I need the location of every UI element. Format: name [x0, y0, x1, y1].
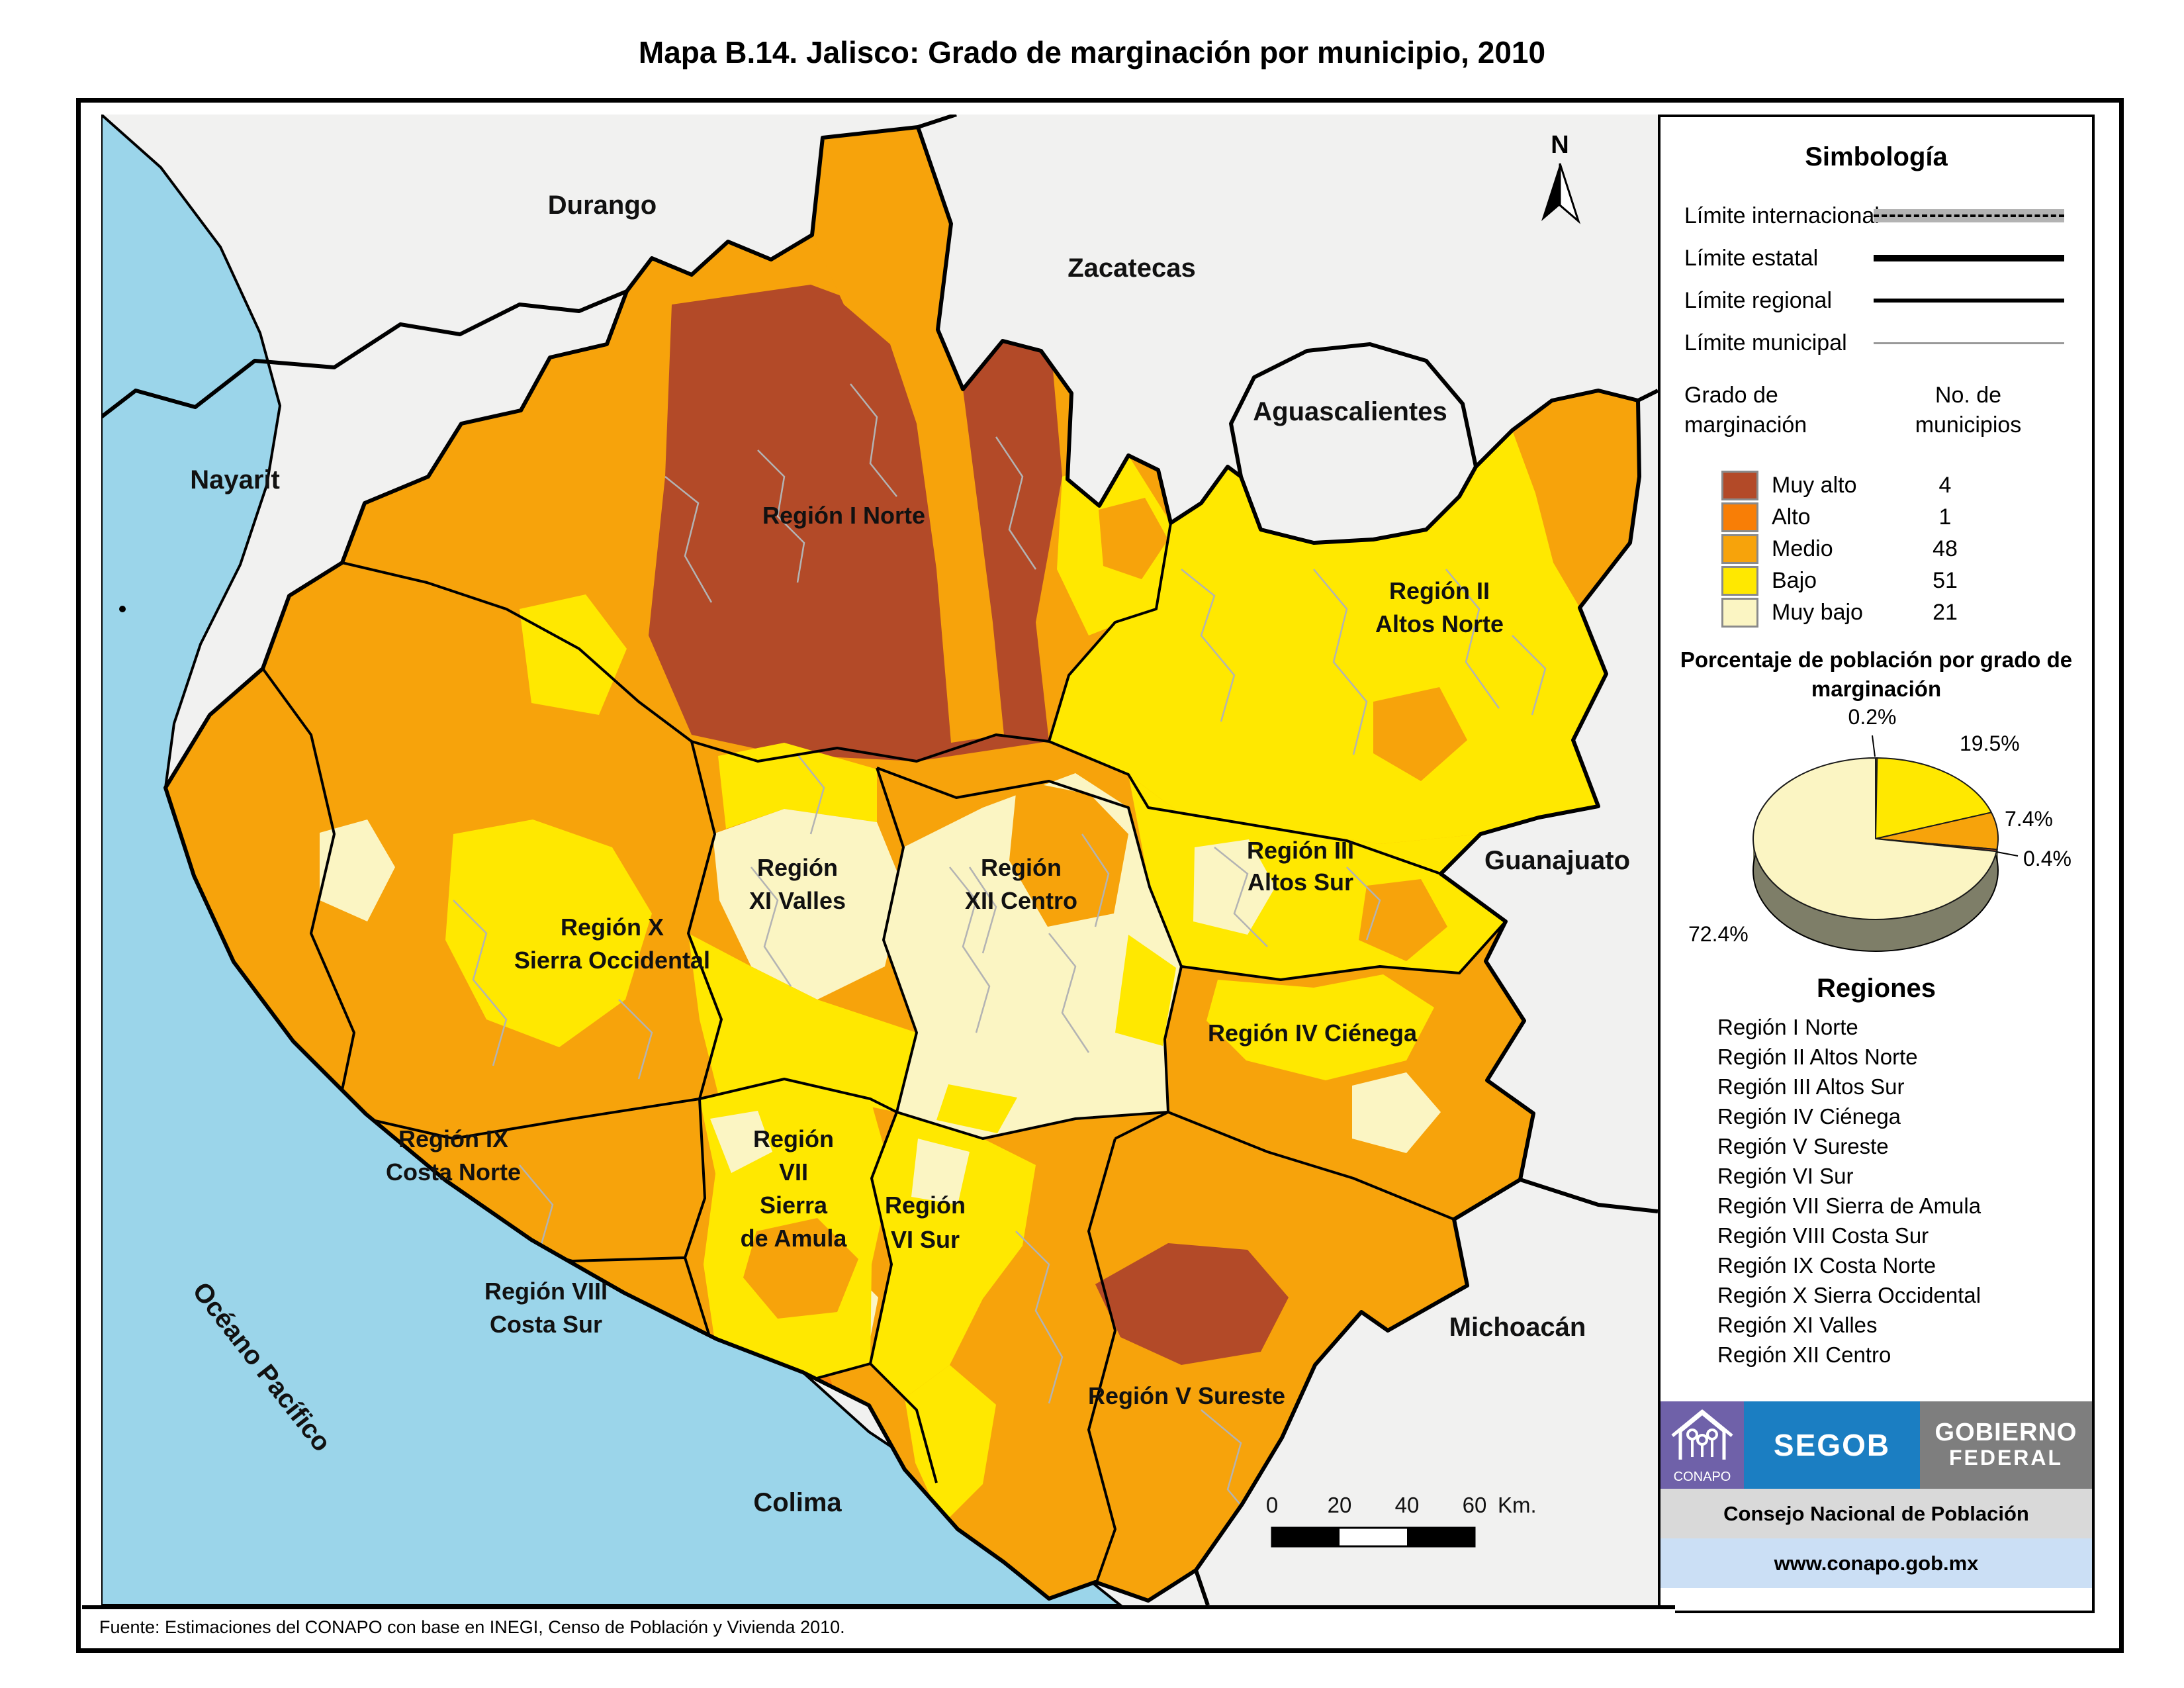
region-list-item: Región IX Costa Norte [1717, 1253, 1936, 1278]
region-label-iii-2: Altos Sur [1248, 868, 1353, 896]
region-label-xii-2: XII Centro [965, 887, 1077, 914]
degree-header: Grado de marginación [1684, 383, 1807, 438]
region-list-item: Región II Altos Norte [1717, 1045, 1918, 1069]
region-list-item: Región VIII Costa Sur [1717, 1223, 1929, 1248]
pie-slice-muy-bajo [1752, 757, 1997, 920]
region-list-item: Región IV Ciénega [1717, 1104, 1901, 1129]
muy-alto-swatch [1721, 471, 1758, 500]
svg-text:60: 60 [1463, 1493, 1487, 1517]
region-label-vii-3: Sierra [760, 1192, 828, 1219]
region-label-iv: Región IV Ciénega [1208, 1019, 1418, 1047]
count-header: No. de municipios [1915, 383, 2022, 438]
muy-bajo-swatch [1721, 598, 1758, 628]
source-note: Fuente: Estimaciones del CONAPO con base… [82, 1605, 1675, 1648]
state-label-durango: Durango [548, 191, 657, 220]
region-label-ii-2: Altos Norte [1375, 610, 1504, 637]
region-label-xi: Región [757, 854, 838, 881]
class-row-muy-bajo: Muy bajo 21 [1661, 596, 2092, 628]
region-label-i-norte: Región I Norte [762, 502, 925, 529]
north-arrow-icon: N [1541, 131, 1581, 224]
pie-label-bajo-pct: 19.5% [1960, 731, 2020, 755]
small-island [119, 606, 126, 612]
consejo-nacional-bar: Consejo Nacional de Población [1661, 1489, 2092, 1538]
pie-chart-title: Porcentaje de población por grado de mar… [1680, 647, 2073, 701]
svg-text:40: 40 [1395, 1493, 1420, 1517]
svg-text:N: N [1551, 131, 1569, 159]
conapo-house-icon [1671, 1409, 1733, 1460]
pie-label-muy-alto-pct: 0.4% [2023, 847, 2071, 870]
regional-boundary-symbol [1874, 299, 2064, 303]
state-label-michoacan: Michoacán [1449, 1313, 1586, 1342]
symbology-panel: Simbología Límite internacional Límite e… [1658, 115, 2095, 1613]
region-label-viii: Región VIII [484, 1278, 608, 1305]
legend-row-limite-internacional: Límite internacional [1661, 201, 2092, 231]
state-boundary-symbol [1874, 255, 2064, 261]
region-label-vi: Región [885, 1192, 966, 1219]
scale-bar: 0 20 40 60 Km. [1266, 1493, 1537, 1548]
state-label-aguascalientes: Aguascalientes [1253, 397, 1447, 426]
state-label-guanajuato: Guanajuato [1484, 846, 1630, 875]
jalisco-municipality-mosaic [165, 127, 1639, 1601]
region-label-vii-4: de Amula [741, 1225, 848, 1252]
legend-row-limite-municipal: Límite municipal [1661, 328, 2092, 358]
region-list-item: Región VI Sur [1717, 1164, 1854, 1188]
regions-list: Región I Norte Región II Altos Norte Reg… [1717, 1012, 2088, 1370]
region-label-xi-2: XI Valles [749, 887, 846, 914]
conapo-logo: CONAPO [1661, 1401, 1744, 1489]
region-label-vii: Región [753, 1125, 834, 1152]
region-label-v: Región V Sureste [1088, 1382, 1285, 1409]
state-label-colima: Colima [753, 1488, 842, 1517]
region-list-item: Región I Norte [1717, 1015, 1858, 1039]
legend-row-limite-estatal: Límite estatal [1661, 243, 2092, 273]
international-boundary-symbol [1874, 209, 2064, 222]
logo-band: CONAPO SEGOB GOBIERNO FEDERAL [1661, 1401, 2092, 1489]
region-list-item: Región XI Valles [1717, 1313, 1878, 1337]
region-label-ix: Región IX [398, 1125, 508, 1152]
region-label-x: Región X [561, 914, 664, 941]
neighbor-state-borders [101, 115, 1658, 1605]
region-label-vii-2: VII [779, 1158, 808, 1186]
region-list-item: Región X Sierra Occidental [1717, 1283, 1981, 1307]
svg-text:Km.: Km. [1498, 1493, 1537, 1517]
alto-swatch [1721, 502, 1758, 532]
regions-list-title: Regiones [1816, 974, 1936, 1003]
pie-label-alto-pct: 0.2% [1848, 705, 1897, 729]
region-label-vi-2: VI Sur [891, 1226, 960, 1253]
class-row-medio: Medio 48 [1661, 533, 2092, 565]
map-title: Mapa B.14. Jalisco: Grado de marginación… [638, 35, 1546, 70]
region-label-x-2: Sierra Occidental [514, 947, 710, 974]
class-row-muy-alto: Muy alto 4 [1661, 469, 2092, 501]
gobierno-federal-logo: GOBIERNO FEDERAL [1920, 1401, 2092, 1489]
region-list-item: Región VII Sierra de Amula [1717, 1194, 1981, 1218]
region-label-xii: Región [981, 854, 1062, 881]
jalisco-map: Durango Zacatecas Aguascalientes Nayarit… [101, 115, 1658, 1605]
region-list-item: Región XII Centro [1717, 1342, 1891, 1367]
municipal-boundary-symbol [1874, 342, 2064, 344]
region-label-iii: Región III [1247, 837, 1354, 864]
medio-swatch [1721, 534, 1758, 564]
bajo-swatch [1721, 566, 1758, 596]
pie-label-medio-pct: 7.4% [2005, 807, 2053, 831]
class-row-bajo: Bajo 51 [1661, 565, 2092, 596]
class-row-alto: Alto 1 [1661, 501, 2092, 533]
symbology-title: Simbología [1805, 142, 1948, 171]
region-list-item: Región V Sureste [1717, 1134, 1889, 1158]
legend-row-limite-regional: Límite regional [1661, 285, 2092, 316]
conapo-url[interactable]: www.conapo.gob.mx [1661, 1538, 2092, 1588]
state-label-nayarit: Nayarit [190, 465, 280, 494]
pie-chart [1752, 735, 2019, 952]
svg-text:0: 0 [1266, 1493, 1278, 1517]
pie-slices [1752, 757, 1999, 920]
state-label-zacatecas: Zacatecas [1068, 254, 1195, 283]
pie-label-muy-bajo-pct: 72.4% [1688, 922, 1749, 946]
svg-text:20: 20 [1328, 1493, 1352, 1517]
region-list-item: Región III Altos Sur [1717, 1074, 1905, 1099]
region-label-ix-2: Costa Norte [386, 1158, 521, 1186]
region-label-viii-2: Costa Sur [490, 1311, 602, 1338]
segob-logo: SEGOB [1744, 1401, 1920, 1489]
region-label-ii: Región II [1389, 577, 1490, 604]
